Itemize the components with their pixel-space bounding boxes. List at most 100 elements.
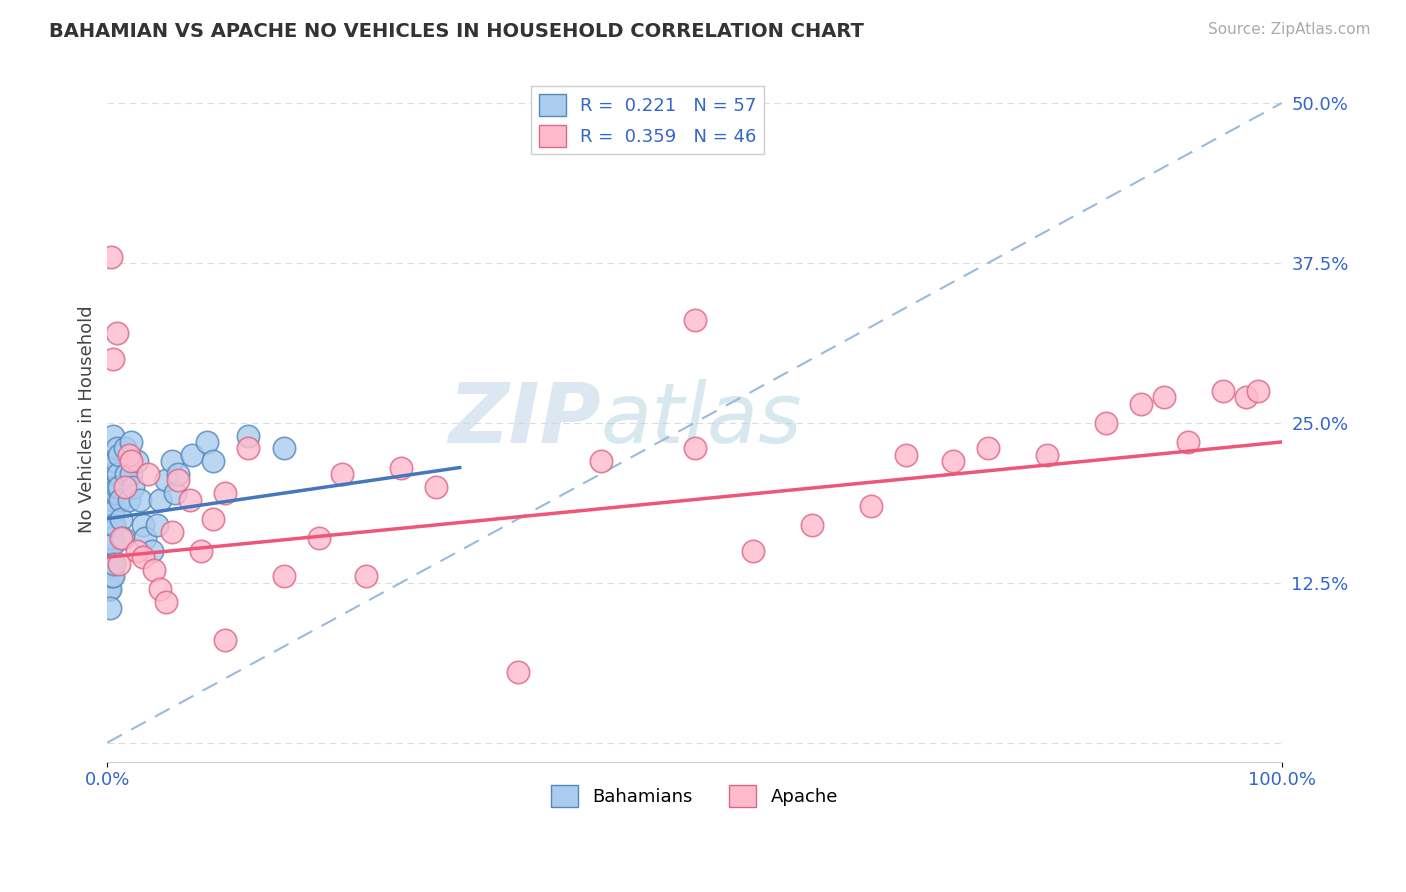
Point: [103, 557, 125, 571]
Point: [1129, 396, 1152, 410]
Point: [508, 665, 530, 680]
Point: [120, 454, 142, 468]
Point: [105, 326, 128, 341]
Point: [114, 480, 136, 494]
Point: [859, 499, 882, 513]
Point: [108, 480, 131, 494]
Point: [238, 442, 260, 456]
Point: [115, 467, 138, 481]
Point: [117, 492, 139, 507]
Point: [100, 250, 122, 264]
Text: ZIP: ZIP: [449, 379, 600, 460]
Point: [1177, 435, 1199, 450]
Point: [100, 557, 122, 571]
Point: [105, 442, 128, 456]
Point: [160, 454, 183, 468]
Point: [155, 595, 177, 609]
Point: [166, 467, 188, 481]
Point: [801, 518, 824, 533]
Point: [145, 518, 167, 533]
Point: [110, 512, 132, 526]
Point: [742, 543, 765, 558]
Point: [202, 454, 225, 468]
Point: [942, 454, 965, 468]
Point: [98, 557, 121, 571]
Point: [354, 569, 377, 583]
Point: [103, 428, 125, 442]
Point: [122, 480, 145, 494]
Point: [120, 467, 142, 481]
Point: [683, 313, 706, 327]
Point: [683, 442, 706, 456]
Point: [589, 454, 612, 468]
Point: [100, 518, 122, 533]
Point: [273, 442, 295, 456]
Point: [1212, 384, 1234, 398]
Point: [238, 428, 260, 442]
Point: [155, 474, 177, 488]
Point: [101, 531, 124, 545]
Point: [98, 601, 121, 615]
Point: [98, 505, 121, 519]
Point: [105, 480, 128, 494]
Point: [149, 582, 172, 596]
Point: [1036, 448, 1059, 462]
Point: [100, 537, 122, 551]
Point: [103, 537, 125, 551]
Point: [389, 460, 412, 475]
Point: [108, 557, 131, 571]
Point: [977, 442, 1000, 456]
Point: [125, 543, 148, 558]
Point: [97, 543, 120, 558]
Point: [125, 454, 148, 468]
Point: [149, 492, 172, 507]
Point: [110, 492, 132, 507]
Point: [98, 531, 121, 545]
Legend: Bahamians, Apache: Bahamians, Apache: [544, 778, 845, 814]
Point: [104, 454, 127, 468]
Point: [103, 569, 125, 583]
Point: [120, 435, 142, 450]
Point: [110, 531, 132, 545]
Point: [98, 582, 121, 596]
Point: [202, 512, 225, 526]
Text: atlas: atlas: [600, 379, 803, 460]
Point: [111, 531, 134, 545]
Point: [214, 633, 236, 648]
Point: [166, 474, 188, 488]
Point: [100, 480, 122, 494]
Y-axis label: No Vehicles in Household: No Vehicles in Household: [79, 306, 96, 533]
Point: [308, 531, 330, 545]
Point: [190, 543, 212, 558]
Point: [131, 518, 153, 533]
Point: [214, 486, 236, 500]
Point: [107, 467, 129, 481]
Point: [179, 492, 201, 507]
Point: [101, 454, 124, 468]
Point: [101, 492, 124, 507]
Point: [97, 563, 120, 577]
Point: [103, 518, 125, 533]
Text: Source: ZipAtlas.com: Source: ZipAtlas.com: [1208, 22, 1371, 37]
Point: [129, 492, 152, 507]
Point: [143, 563, 166, 577]
Point: [160, 524, 183, 539]
Point: [114, 442, 136, 456]
Point: [330, 467, 353, 481]
Point: [103, 505, 125, 519]
Point: [181, 448, 204, 462]
Point: [108, 448, 131, 462]
Point: [103, 351, 125, 366]
Point: [103, 480, 125, 494]
Point: [273, 569, 295, 583]
Point: [1247, 384, 1270, 398]
Point: [1153, 390, 1175, 404]
Point: [1094, 416, 1116, 430]
Point: [117, 448, 139, 462]
Point: [104, 486, 127, 500]
Point: [103, 467, 125, 481]
Point: [97, 582, 120, 596]
Point: [101, 569, 124, 583]
Point: [894, 448, 917, 462]
Point: [425, 480, 447, 494]
